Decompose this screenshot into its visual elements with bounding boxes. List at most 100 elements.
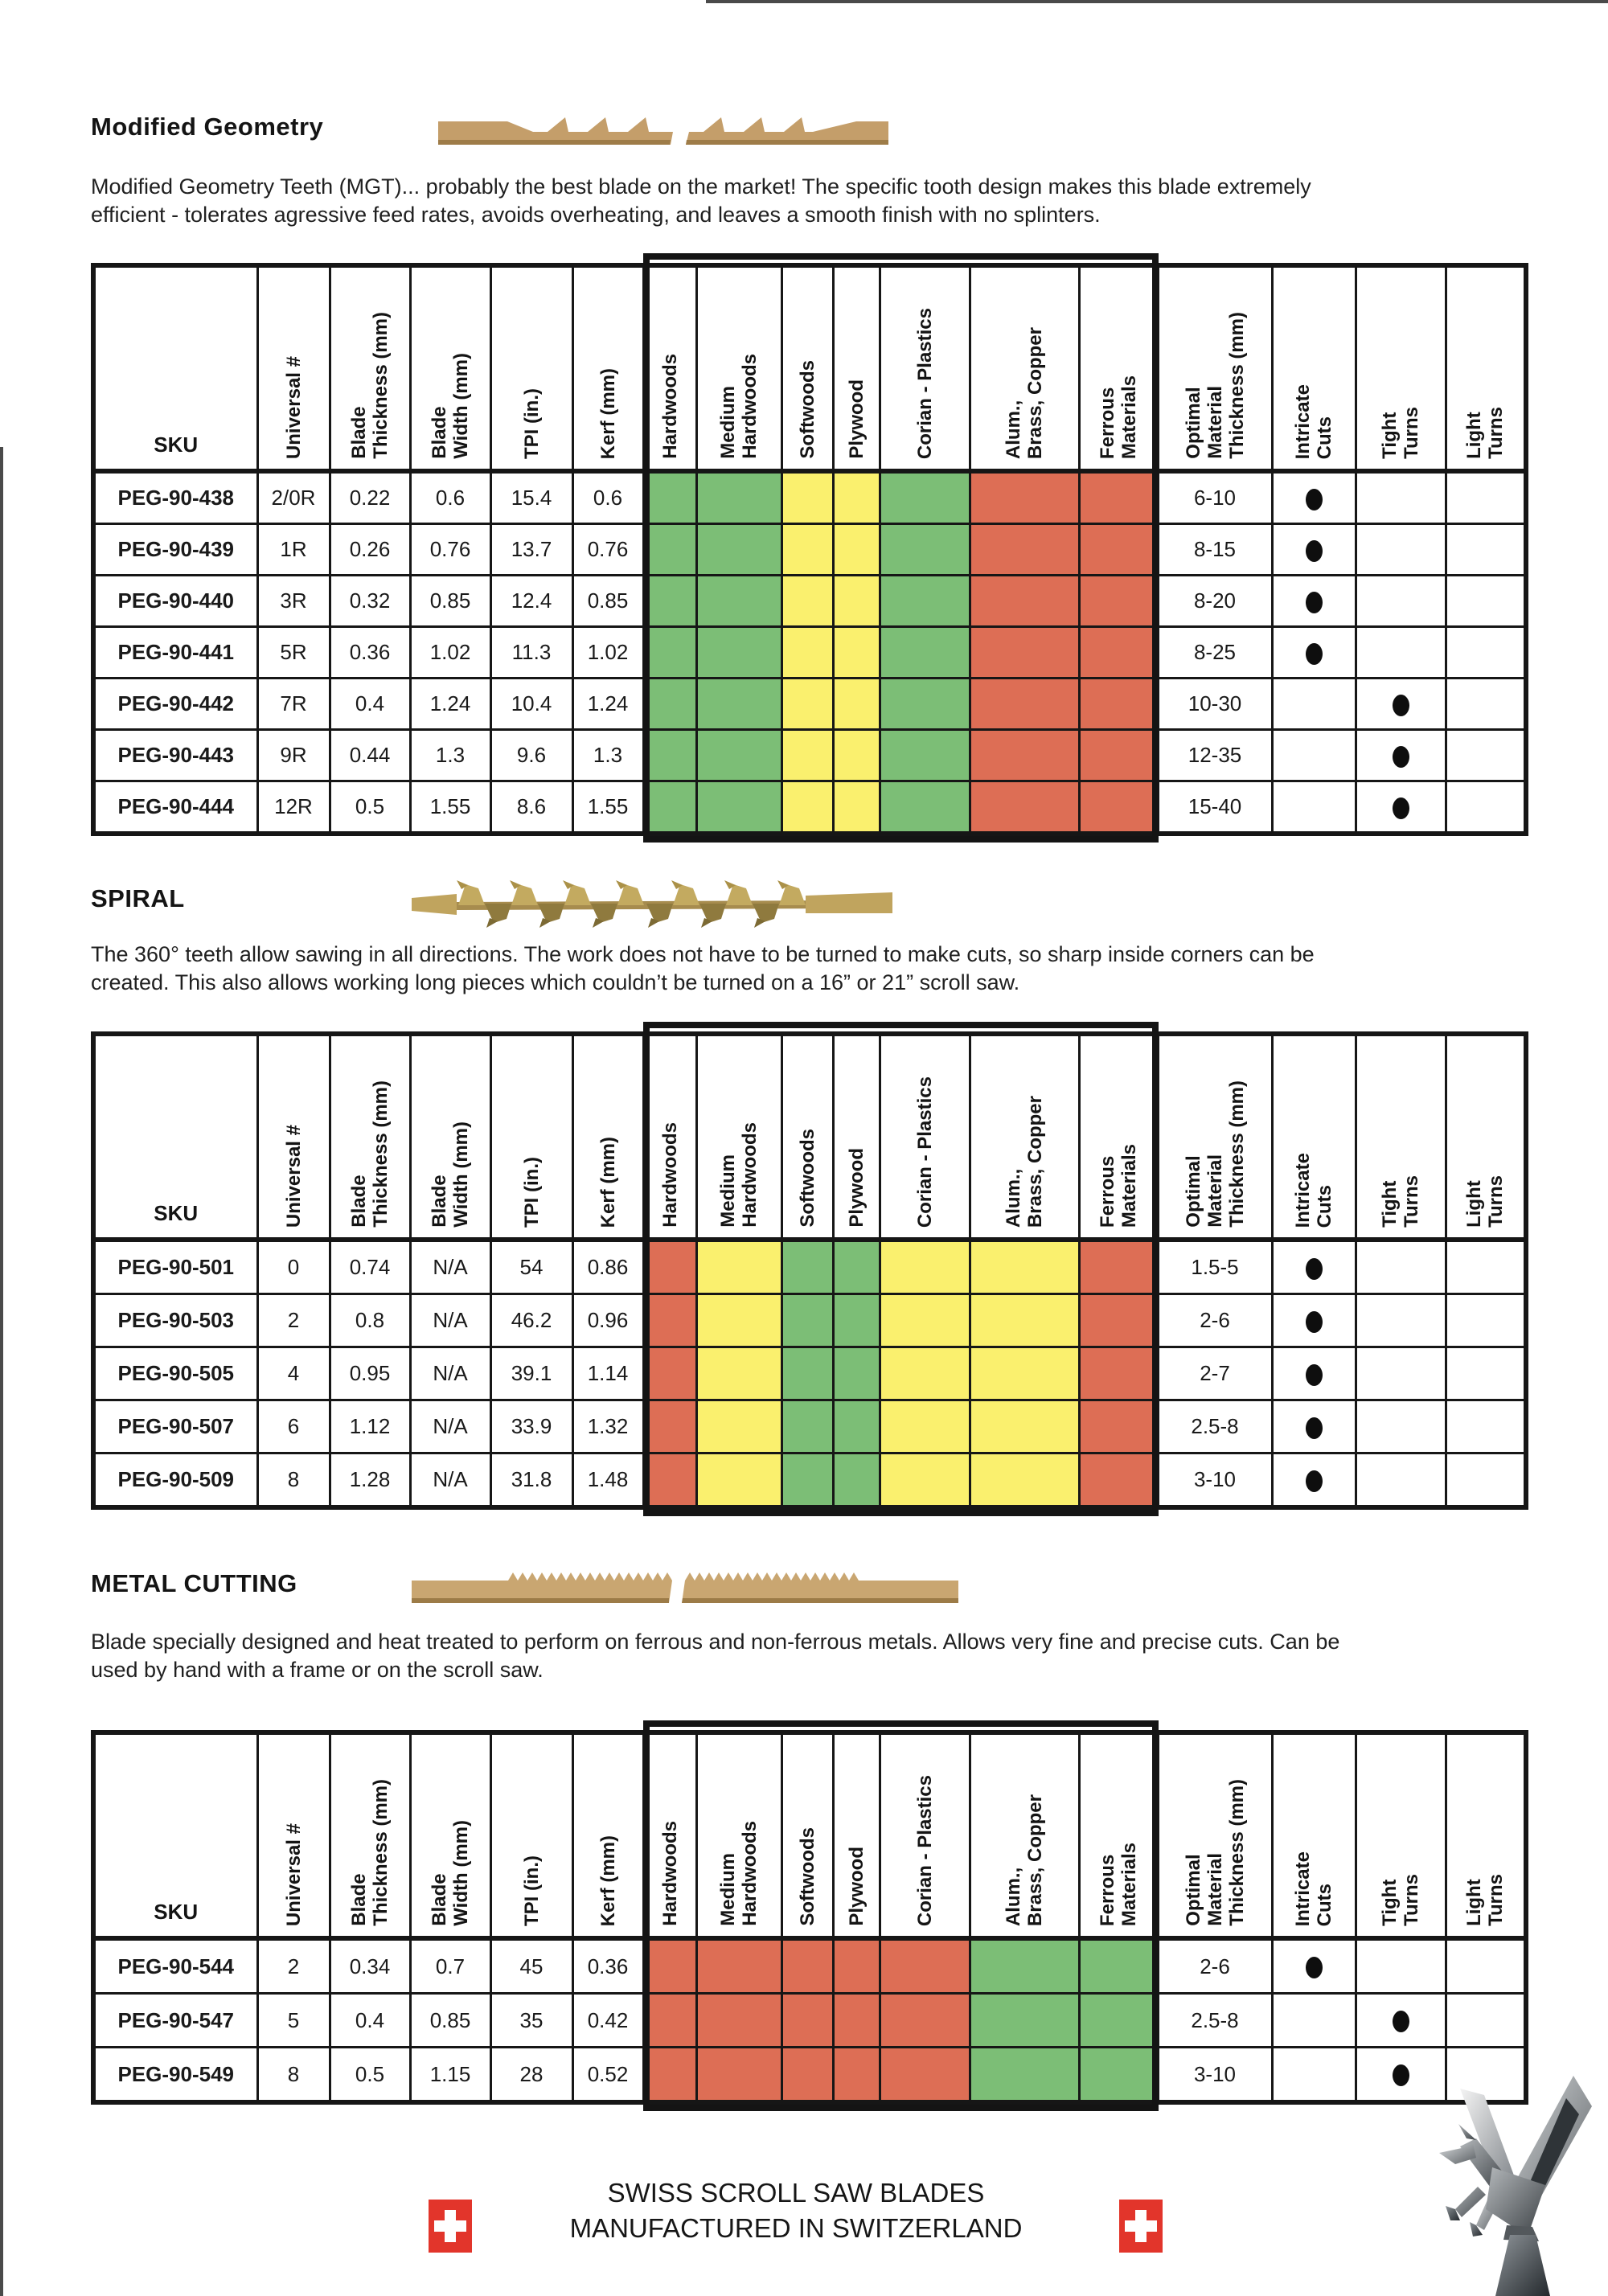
universal-cell: 4 — [256, 1346, 331, 1401]
tpi-cell: 13.7 — [489, 523, 574, 576]
universal-cell: 2 — [256, 1293, 331, 1348]
blade_thickness-cell: 0.26 — [328, 523, 412, 576]
optimal-cell: 8-20 — [1156, 574, 1274, 628]
table-row: PEG-90-501 0 0.74 N/A 54 0.86 1.5-5 — [92, 1238, 1528, 1295]
blade_width-cell: N/A — [408, 1238, 492, 1295]
col-header-hardwoods: Hardwoods — [642, 1032, 698, 1242]
section-description-modified-geometry: Modified Geometry Teeth (MGT)... probabl… — [91, 174, 1311, 227]
intricate-cell — [1270, 1452, 1357, 1509]
col-header-intricate: Intricate Cuts — [1270, 1731, 1357, 1941]
col-header-tight: Tight Turns — [1354, 264, 1447, 474]
tpi-cell: 39.1 — [489, 1346, 574, 1401]
tight-cell — [1354, 625, 1447, 679]
softwoods-rating-cell — [780, 469, 835, 525]
corian_plastics-rating-cell — [878, 1238, 971, 1295]
col-header-tpi: TPI (in.) — [489, 1032, 574, 1242]
table-row: PEG-90-503 2 0.8 N/A 46.2 0.96 2-6 — [92, 1293, 1528, 1348]
col-header-universal: Universal # — [256, 1032, 331, 1242]
tpi-cell: 33.9 — [489, 1399, 574, 1454]
alum_brass_copper-rating-cell — [968, 677, 1081, 731]
col-header-medium_hardwoods: Medium Hardwoods — [695, 1032, 783, 1242]
light-cell — [1444, 780, 1528, 835]
softwoods-rating-cell — [780, 1937, 835, 1995]
col-header-light: Light Turns — [1444, 1032, 1528, 1242]
kerf-cell: 1.32 — [571, 1399, 645, 1454]
metal-cutting-table-wrap: SKU Universal # Blade Thickness (mm) Blade … — [91, 1720, 1528, 2111]
optimal-cell: 12-35 — [1156, 728, 1274, 782]
tpi-cell: 15.4 — [489, 469, 574, 525]
softwoods-rating-cell — [780, 1238, 835, 1295]
tight-cell — [1354, 728, 1447, 782]
tight-cell — [1354, 1937, 1447, 1995]
hardwoods-rating-cell — [642, 469, 698, 525]
light-cell — [1444, 469, 1528, 525]
blade_width-cell: N/A — [408, 1399, 492, 1454]
corian_plastics-rating-cell — [878, 469, 971, 525]
softwoods-rating-cell — [780, 625, 835, 679]
section-title-spiral: SPIRAL — [91, 884, 185, 912]
plywood-rating-cell — [831, 1293, 881, 1348]
plywood-rating-cell — [831, 1238, 881, 1295]
kerf-cell: 1.24 — [571, 677, 645, 731]
tight-dot — [1392, 2011, 1409, 2033]
light-cell — [1444, 677, 1528, 731]
universal-cell: 0 — [256, 1238, 331, 1295]
sku-cell: PEG-90-442 — [92, 677, 259, 731]
tight-cell — [1354, 1992, 1447, 2048]
softwoods-rating-cell — [780, 1346, 835, 1401]
col-header-blade_thickness: Blade Thickness (mm) — [328, 264, 412, 474]
mgt-table: SKU Universal # Blade Thickness (mm) Blade … — [91, 263, 1528, 836]
medium_hardwoods-rating-cell — [695, 780, 783, 835]
kerf-cell: 1.3 — [571, 728, 645, 782]
intricate-cell — [1270, 523, 1357, 576]
table-row: PEG-90-442 7R 0.4 1.24 10.4 1.24 10-30 — [92, 677, 1528, 731]
light-cell — [1444, 523, 1528, 576]
col-header-light: Light Turns — [1444, 1731, 1528, 1941]
plywood-rating-cell — [831, 1992, 881, 2048]
light-cell — [1444, 1238, 1528, 1295]
medium_hardwoods-rating-cell — [695, 574, 783, 628]
tpi-cell: 10.4 — [489, 677, 574, 731]
section-description-metal-cutting: Blade specially designed and heat treate… — [91, 1630, 1340, 1682]
ferrous_materials-rating-cell — [1077, 574, 1159, 628]
softwoods-rating-cell — [780, 1992, 835, 2048]
modified-geometry-blade-image — [438, 117, 888, 145]
ferrous_materials-rating-cell — [1077, 523, 1159, 576]
plywood-rating-cell — [831, 1346, 881, 1401]
optimal-cell: 3-10 — [1156, 1452, 1274, 1509]
section-description-spiral: The 360° teeth allow sawing in all direc… — [91, 942, 1315, 994]
ferrous_materials-rating-cell — [1077, 1399, 1159, 1454]
col-header-universal: Universal # — [256, 264, 331, 474]
plywood-rating-cell — [831, 780, 881, 835]
intricate-dot — [1305, 591, 1323, 613]
alum_brass_copper-rating-cell — [968, 625, 1081, 679]
tight-dot — [1392, 745, 1409, 768]
optimal-cell: 2.5-8 — [1156, 1399, 1274, 1454]
hardwoods-rating-cell — [642, 1937, 698, 1995]
blade_width-cell: 1.24 — [408, 677, 492, 731]
corian_plastics-rating-cell — [878, 2046, 971, 2104]
intricate-cell — [1270, 1399, 1357, 1454]
intricate-dot — [1305, 1363, 1323, 1386]
table-row: PEG-90-509 8 1.28 N/A 31.8 1.48 3-10 — [92, 1452, 1528, 1509]
ferrous_materials-rating-cell — [1077, 469, 1159, 525]
corian_plastics-rating-cell — [878, 625, 971, 679]
intricate-dot — [1305, 488, 1323, 510]
intricate-cell — [1270, 1937, 1357, 1995]
col-header-ferrous_materials: Ferrous Materials — [1077, 1032, 1159, 1242]
universal-cell: 9R — [256, 728, 331, 782]
medium_hardwoods-rating-cell — [695, 2046, 783, 2104]
hardwoods-rating-cell — [642, 1992, 698, 2048]
intricate-cell — [1270, 2046, 1357, 2104]
alum_brass_copper-rating-cell — [968, 1346, 1081, 1401]
tight-cell — [1354, 1293, 1447, 1348]
kerf-cell: 0.76 — [571, 523, 645, 576]
col-header-blade_width: Blade Width (mm) — [408, 1032, 492, 1242]
tpi-cell: 8.6 — [489, 780, 574, 835]
blade_thickness-cell: 0.4 — [328, 677, 412, 731]
header-row: SKU Universal # Blade Thickness (mm) Blade … — [92, 1731, 1528, 1941]
col-header-blade_width: Blade Width (mm) — [408, 264, 492, 474]
light-cell — [1444, 1992, 1528, 2048]
softwoods-rating-cell — [780, 523, 835, 576]
col-header-optimal: Optimal Material Thickness (mm) — [1156, 1032, 1274, 1242]
